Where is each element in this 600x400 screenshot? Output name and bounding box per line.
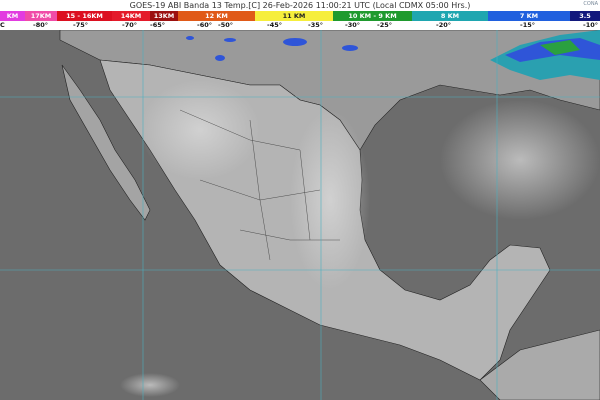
temp-label: -35° [308,21,323,29]
colorbar-segment: 3.5 [570,11,600,21]
image-title: GOES-19 ABI Banda 13 Temp.[C] 26-Feb-202… [0,0,600,11]
colorbar-segment: 14KM [112,11,150,21]
temperature-scale: C -80° -75° -70° -65° -60° -50° -45° -35… [0,21,600,30]
colorbar-segment: 10 KM - 9 KM [333,11,412,21]
temp-label: -80° [33,21,48,29]
temp-label: -75° [73,21,88,29]
temp-label: -15° [520,21,535,29]
graticule [0,30,600,400]
temp-label: -25° [377,21,392,29]
land-central-america [479,329,600,400]
temp-label: -60° [197,21,212,29]
temp-label: -50° [218,21,233,29]
temp-label: -10° [583,21,598,29]
temp-label: -45° [267,21,282,29]
colorbar-segment: 12 KM [178,11,255,21]
colorbar-segment: 17KM [25,11,57,21]
temp-label: -70° [122,21,137,29]
land-baja [61,64,151,221]
satellite-map [0,30,600,400]
colorbar-segment: 15 - 16KM [57,11,112,21]
agency-logo: CONA [583,1,598,7]
colorbar-segment: KM [0,11,25,21]
colorbar-segment: 11 KM [255,11,333,21]
temp-label: -20° [436,21,451,29]
colorbar-segment: 13KM [150,11,178,21]
colorbar-segment: 8 KM [412,11,488,21]
temp-label: -65° [150,21,165,29]
colorbar-segment: 7 KM [488,11,570,21]
colorbar: KM 17KM 15 - 16KM 14KM 13KM 12 KM 11 KM … [0,11,600,21]
temp-label: -30° [345,21,360,29]
temp-label: C [0,21,5,29]
